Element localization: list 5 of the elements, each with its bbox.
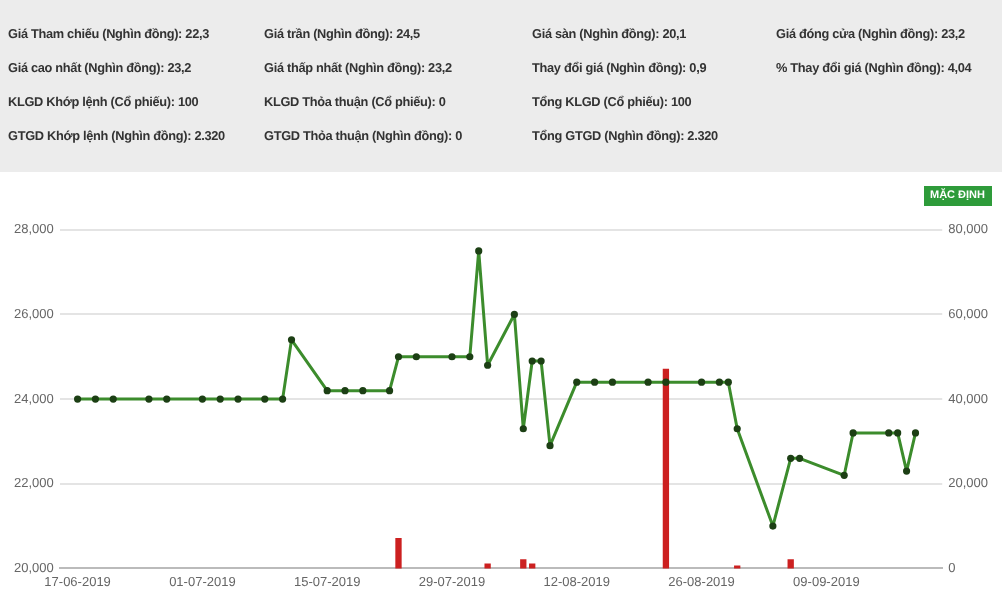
bar — [662, 368, 670, 569]
bar — [787, 559, 794, 569]
bar — [484, 563, 491, 569]
bar — [395, 538, 402, 569]
bar — [520, 559, 527, 569]
